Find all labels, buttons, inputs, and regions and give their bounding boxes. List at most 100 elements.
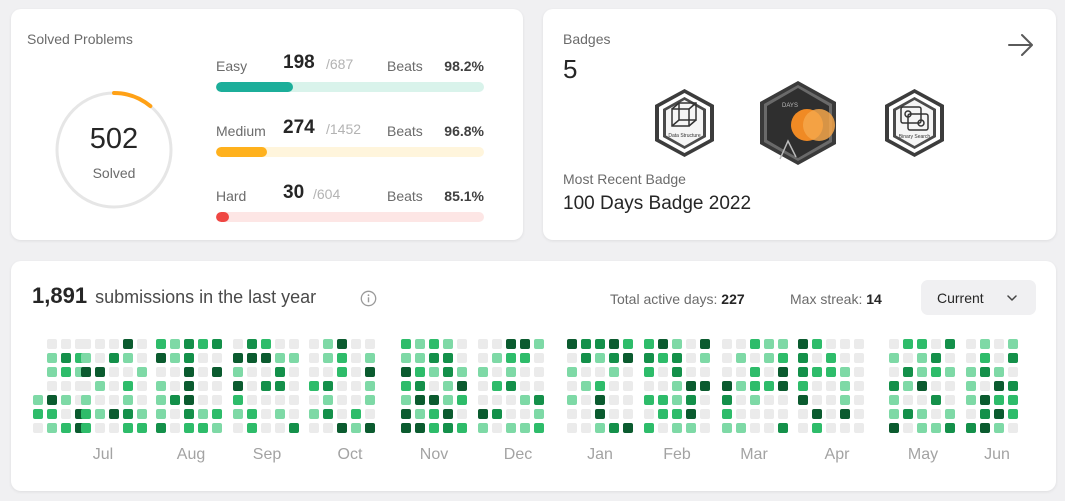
- heatmap-cell[interactable]: [798, 423, 808, 433]
- heatmap-cell[interactable]: [764, 423, 774, 433]
- heatmap-cell[interactable]: [401, 367, 411, 377]
- heatmap-cell[interactable]: [75, 395, 85, 405]
- heatmap-cell[interactable]: [700, 409, 710, 419]
- heatmap-cell[interactable]: [123, 381, 133, 391]
- heatmap-cell[interactable]: [644, 423, 654, 433]
- heatmap-cell[interactable]: [365, 423, 375, 433]
- heatmap-cell[interactable]: [33, 409, 43, 419]
- heatmap-cell[interactable]: [826, 353, 836, 363]
- heatmap-cell[interactable]: [506, 395, 516, 405]
- heatmap-cell[interactable]: [520, 409, 530, 419]
- heatmap-cell[interactable]: [966, 353, 976, 363]
- heatmap-cell[interactable]: [966, 339, 976, 349]
- heatmap-cell[interactable]: [931, 353, 941, 363]
- heatmap-cell[interactable]: [492, 353, 502, 363]
- heatmap-cell[interactable]: [840, 339, 850, 349]
- heatmap-cell[interactable]: [506, 353, 516, 363]
- heatmap-cell[interactable]: [401, 339, 411, 349]
- heatmap-cell[interactable]: [351, 409, 361, 419]
- heatmap-cell[interactable]: [966, 381, 976, 391]
- heatmap-cell[interactable]: [798, 395, 808, 405]
- heatmap-cell[interactable]: [534, 381, 544, 391]
- heatmap-cell[interactable]: [289, 409, 299, 419]
- heatmap-cell[interactable]: [351, 367, 361, 377]
- heatmap-cell[interactable]: [289, 367, 299, 377]
- heatmap-cell[interactable]: [520, 423, 530, 433]
- heatmap-cell[interactable]: [261, 381, 271, 391]
- heatmap-cell[interactable]: [672, 395, 682, 405]
- heatmap-cell[interactable]: [443, 409, 453, 419]
- heatmap-cell[interactable]: [212, 353, 222, 363]
- heatmap-cell[interactable]: [722, 353, 732, 363]
- heatmap-cell[interactable]: [966, 395, 976, 405]
- heatmap-cell[interactable]: [506, 339, 516, 349]
- heatmap-cell[interactable]: [917, 381, 927, 391]
- heatmap-cell[interactable]: [994, 395, 1004, 405]
- heatmap-cell[interactable]: [212, 339, 222, 349]
- heatmap-cell[interactable]: [672, 339, 682, 349]
- heatmap-cell[interactable]: [415, 395, 425, 405]
- heatmap-cell[interactable]: [401, 381, 411, 391]
- heatmap-cell[interactable]: [478, 367, 488, 377]
- heatmap-cell[interactable]: [443, 367, 453, 377]
- heatmap-cell[interactable]: [47, 353, 57, 363]
- heatmap-cell[interactable]: [492, 381, 502, 391]
- heatmap-cell[interactable]: [567, 409, 577, 419]
- heatmap-cell[interactable]: [534, 367, 544, 377]
- heatmap-cell[interactable]: [443, 339, 453, 349]
- heatmap-cell[interactable]: [722, 339, 732, 349]
- heatmap-cell[interactable]: [764, 353, 774, 363]
- heatmap-cell[interactable]: [401, 423, 411, 433]
- heatmap-cell[interactable]: [123, 353, 133, 363]
- heatmap-cell[interactable]: [184, 381, 194, 391]
- heatmap-cell[interactable]: [840, 381, 850, 391]
- heatmap-cell[interactable]: [47, 381, 57, 391]
- heatmap-cell[interactable]: [275, 395, 285, 405]
- heatmap-cell[interactable]: [75, 423, 85, 433]
- heatmap-cell[interactable]: [351, 381, 361, 391]
- heatmap-cell[interactable]: [980, 395, 990, 405]
- heatmap-cell[interactable]: [623, 381, 633, 391]
- heatmap-cell[interactable]: [994, 381, 1004, 391]
- heatmap-cell[interactable]: [415, 353, 425, 363]
- heatmap-cell[interactable]: [686, 367, 696, 377]
- heatmap-cell[interactable]: [672, 381, 682, 391]
- heatmap-cell[interactable]: [457, 395, 467, 405]
- heatmap-cell[interactable]: [931, 395, 941, 405]
- heatmap-cell[interactable]: [736, 339, 746, 349]
- heatmap-cell[interactable]: [261, 409, 271, 419]
- heatmap-cell[interactable]: [520, 367, 530, 377]
- heatmap-cell[interactable]: [623, 395, 633, 405]
- heatmap-cell[interactable]: [534, 395, 544, 405]
- heatmap-cell[interactable]: [351, 339, 361, 349]
- heatmap-cell[interactable]: [247, 409, 257, 419]
- heatmap-cell[interactable]: [492, 395, 502, 405]
- heatmap-cell[interactable]: [644, 367, 654, 377]
- heatmap-cell[interactable]: [994, 367, 1004, 377]
- heatmap-cell[interactable]: [261, 423, 271, 433]
- heatmap-cell[interactable]: [945, 353, 955, 363]
- heatmap-cell[interactable]: [309, 353, 319, 363]
- heatmap-cell[interactable]: [889, 381, 899, 391]
- heatmap-cell[interactable]: [109, 409, 119, 419]
- heatmap-cell[interactable]: [429, 395, 439, 405]
- heatmap-cell[interactable]: [534, 353, 544, 363]
- heatmap-cell[interactable]: [534, 423, 544, 433]
- heatmap-cell[interactable]: [123, 395, 133, 405]
- heatmap-cell[interactable]: [323, 395, 333, 405]
- heatmap-cell[interactable]: [854, 339, 864, 349]
- heatmap-cell[interactable]: [567, 423, 577, 433]
- heatmap-cell[interactable]: [686, 381, 696, 391]
- heatmap-cell[interactable]: [980, 423, 990, 433]
- heatmap-cell[interactable]: [261, 339, 271, 349]
- heatmap-cell[interactable]: [365, 409, 375, 419]
- heatmap-cell[interactable]: [275, 381, 285, 391]
- heatmap-cell[interactable]: [156, 367, 166, 377]
- heatmap-cell[interactable]: [917, 367, 927, 377]
- heatmap-cell[interactable]: [854, 367, 864, 377]
- heatmap-cell[interactable]: [1008, 339, 1018, 349]
- heatmap-cell[interactable]: [95, 423, 105, 433]
- heatmap-cell[interactable]: [903, 423, 913, 433]
- heatmap-cell[interactable]: [722, 367, 732, 377]
- heatmap-cell[interactable]: [123, 423, 133, 433]
